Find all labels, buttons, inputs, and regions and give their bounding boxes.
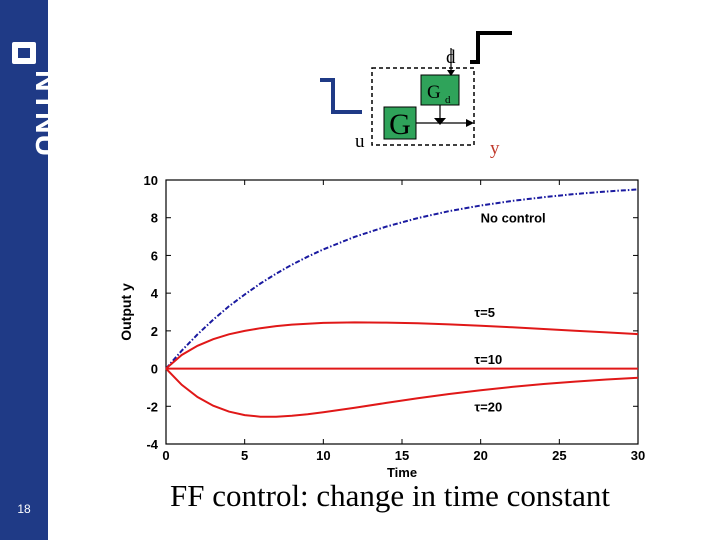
plot-area-frame <box>165 179 639 445</box>
ntnu-logo-text: NTNU <box>29 70 48 157</box>
g-block <box>383 106 417 140</box>
slide-sidebar: NTNU 18 <box>0 0 48 540</box>
x-tick-label: 25 <box>552 448 566 463</box>
y-tick-label: 0 <box>151 362 158 377</box>
y-tick-label: -2 <box>146 399 158 414</box>
annotation-group: No control τ=5 τ=10 τ=20 <box>474 211 545 415</box>
y-tick-label: 8 <box>151 211 158 226</box>
d-label: d <box>446 47 456 68</box>
d-arrow-head <box>447 70 455 76</box>
sum-arrow-head <box>434 118 446 125</box>
series-group <box>165 188 639 418</box>
series-line-3 <box>165 367 639 418</box>
series-annotation-1: τ=5 <box>474 305 495 320</box>
ntnu-logo-mark-inner <box>18 48 30 58</box>
y-tick-label: 2 <box>151 324 158 339</box>
x-axis-ticks: 0 5 10 15 20 25 30 <box>162 180 645 463</box>
x-tick-label: 5 <box>241 448 248 463</box>
series-annotation-0: No control <box>481 211 546 226</box>
series-line-1 <box>165 321 639 370</box>
y-tick-label: 10 <box>144 173 158 188</box>
series-line-0 <box>165 188 639 370</box>
y-axis-label: Output y <box>118 283 134 341</box>
x-tick-label: 0 <box>162 448 169 463</box>
disturbance-step-signal <box>470 31 512 64</box>
y-tick-label: 6 <box>151 248 158 263</box>
y-arrow-head <box>466 119 474 127</box>
page-number: 18 <box>17 502 31 516</box>
x-axis-label: Time <box>387 465 417 480</box>
x-tick-label: 10 <box>316 448 330 463</box>
gd-block-label: G <box>427 82 441 103</box>
slide-caption: FF control: change in time constant <box>170 478 610 513</box>
input-step-signal <box>320 78 362 114</box>
series-annotation-3: τ=20 <box>474 399 502 414</box>
y-tick-label: 4 <box>151 286 159 301</box>
y-axis-ticks: -4 -2 0 2 4 6 8 10 <box>144 173 638 452</box>
g-block-label: G <box>389 108 411 141</box>
u-label: u <box>355 131 365 152</box>
y-tick-label: -4 <box>146 437 158 452</box>
x-tick-label: 15 <box>395 448 409 463</box>
x-tick-label: 30 <box>631 448 645 463</box>
ntnu-logo: NTNU <box>12 42 48 157</box>
gd-block-subscript: d <box>445 94 451 106</box>
feedforward-schematic: G G d d u y <box>320 31 512 159</box>
x-tick-label: 20 <box>473 448 487 463</box>
plant-dashed-box <box>371 67 475 146</box>
y-label: y <box>490 138 500 159</box>
series-annotation-2: τ=10 <box>474 352 502 367</box>
